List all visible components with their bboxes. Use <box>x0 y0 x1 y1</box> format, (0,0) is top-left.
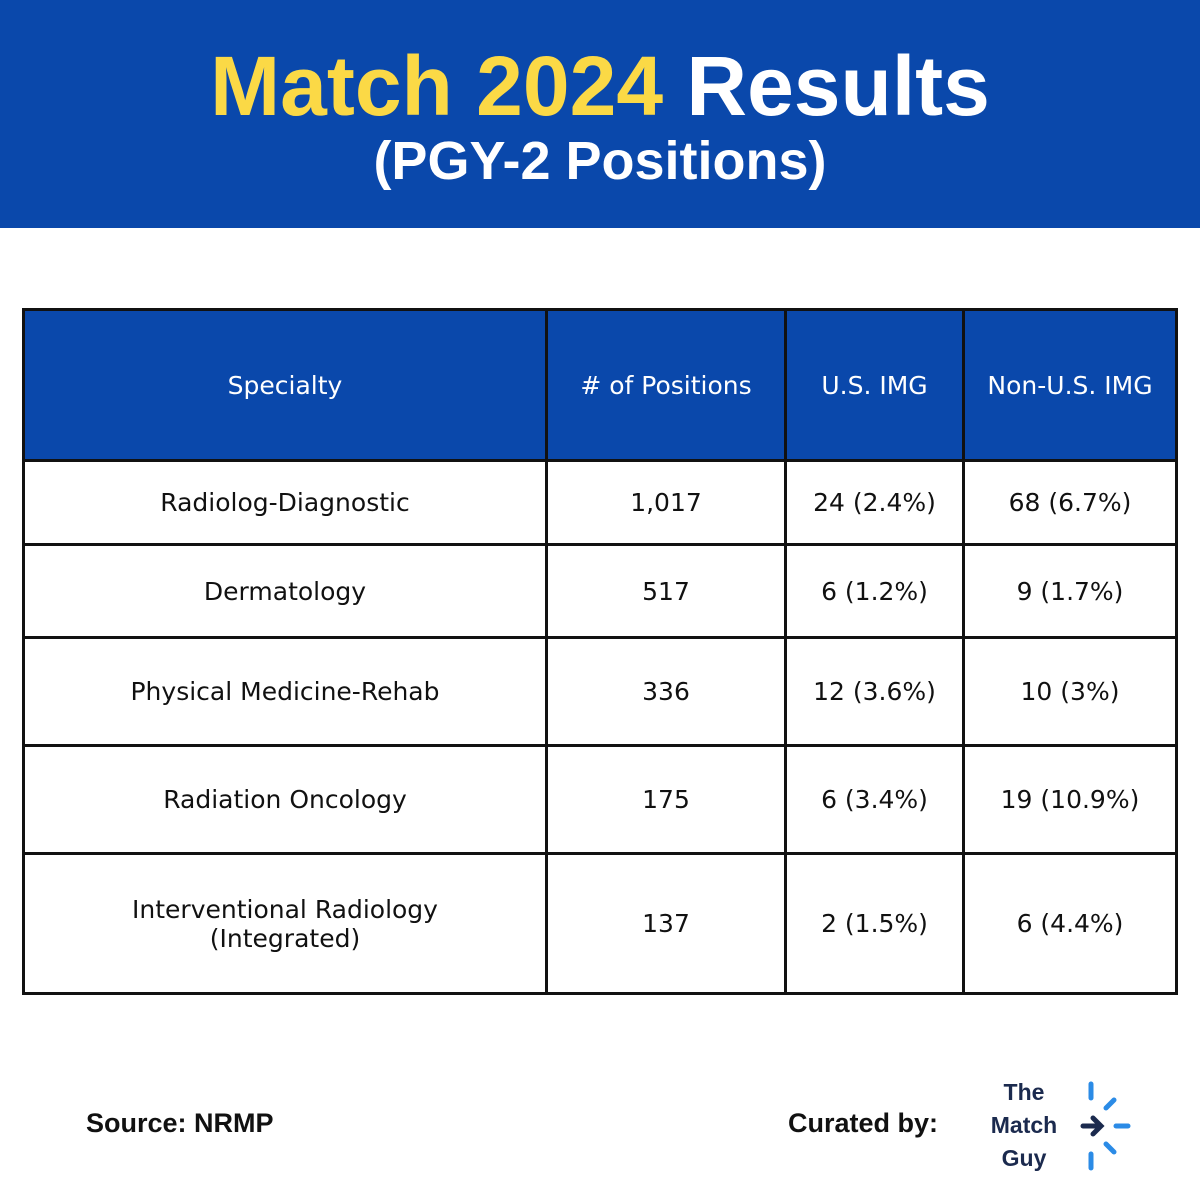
cell: 12 (3.6%) <box>784 636 965 747</box>
cell: Radiation Oncology <box>22 744 548 855</box>
row: Physical Medicine-Rehab 336 12 (3.6%) 10… <box>22 636 1178 747</box>
cell-line: Radiolog-Diagnostic <box>160 488 410 517</box>
cell: Dermatology <box>22 543 548 639</box>
cell-line: Physical Medicine-Rehab <box>130 677 440 706</box>
logo-ray <box>1103 1141 1117 1155</box>
header-banner: Match 2024 Results (PGY-2 Positions) <box>0 0 1200 228</box>
cell: 10 (3%) <box>962 636 1178 747</box>
column-header: # of Positions <box>545 308 787 462</box>
cell-line: Dermatology <box>203 576 367 606</box>
logo-text: Guy <box>1001 1145 1047 1171</box>
cell: 336 <box>545 636 787 747</box>
logo-text: The <box>1003 1079 1045 1105</box>
row: Radiation Oncology 175 6 (3.4%) 19 (10.9… <box>22 744 1178 855</box>
logo-ray <box>1103 1097 1117 1111</box>
logo-arrow <box>1090 1115 1105 1137</box>
cell-line: Interventional Radiology <box>132 894 438 924</box>
cell: 19 (10.9%) <box>962 744 1178 855</box>
logo-text: Match <box>990 1112 1058 1138</box>
results-table: Specialty # of Positions U.S. IMG Non-U.… <box>22 308 1178 995</box>
cell-line: Radiation Oncology <box>163 785 407 814</box>
cell: 1,017 <box>545 459 787 546</box>
column-header: U.S. IMG <box>784 308 965 462</box>
cell: 24 (2.4%) <box>784 459 965 546</box>
cell: 2 (1.5%) <box>784 852 965 995</box>
cell: 68 (6.7%) <box>962 459 1178 546</box>
row: Radiolog-Diagnostic 1,017 24 (2.4%) 68 (… <box>22 459 1178 546</box>
title-rest: Results <box>686 39 990 133</box>
title: Match 2024 Results <box>0 38 1200 134</box>
curated-by: Curated by: <box>788 1108 939 1138</box>
cell: 9 (1.7%) <box>962 543 1178 639</box>
title-highlight: Match 2024 <box>210 39 664 133</box>
cell: 137 <box>545 852 787 995</box>
row: Interventional Radiology (Integrated) 137… <box>22 852 1178 995</box>
cell: Physical Medicine-Rehab <box>22 636 548 747</box>
cell: 6 (4.4%) <box>962 852 1178 995</box>
logo-icon <box>1080 1081 1131 1171</box>
subtitle: (PGY-2 Positions) <box>373 131 827 191</box>
cell: 6 (3.4%) <box>784 744 965 855</box>
column-header: Non-U.S. IMG <box>962 308 1178 462</box>
cell-line: (Integrated) <box>209 923 361 953</box>
cell: Radiolog-Diagnostic <box>22 459 548 546</box>
header-row: Specialty # of Positions U.S. IMG Non-U.… <box>22 308 1178 462</box>
cell: 517 <box>545 543 787 639</box>
source: Source: NRMP <box>86 1108 274 1138</box>
column-header: Specialty <box>22 308 548 462</box>
cell: 6 (1.2%) <box>784 543 965 639</box>
cell: 175 <box>545 744 787 855</box>
cell: Interventional Radiology (Integrated) <box>22 852 548 995</box>
row: Dermatology 517 6 (1.2%) 9 (1.7%) <box>22 543 1178 639</box>
